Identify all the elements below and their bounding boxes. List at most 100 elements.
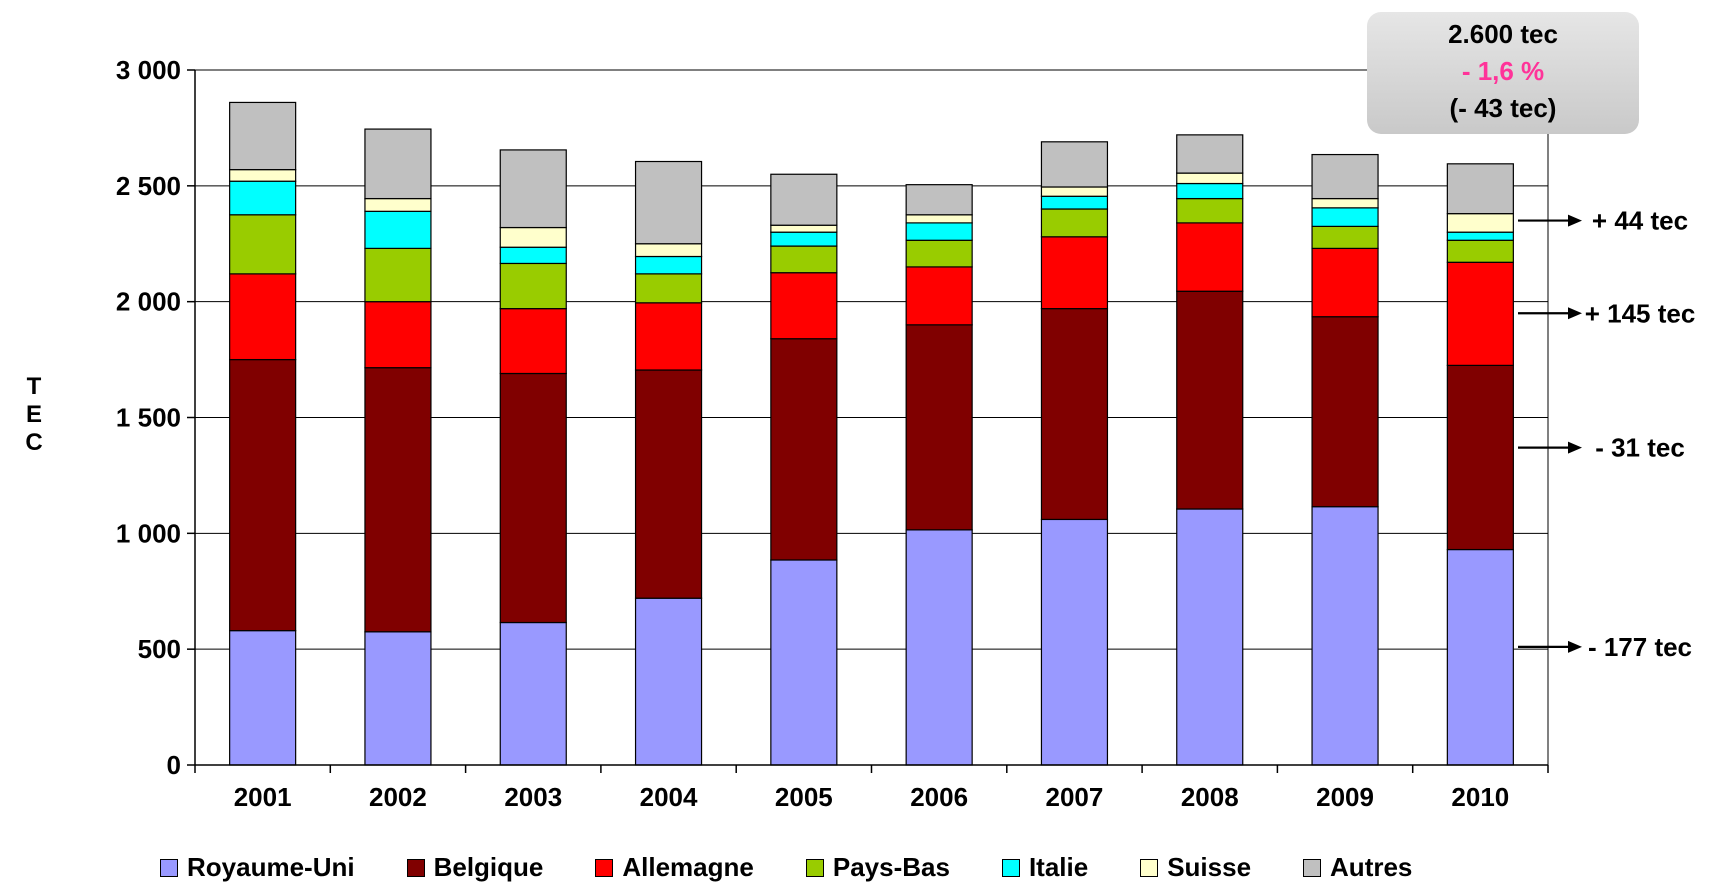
legend-item: Autres bbox=[1303, 852, 1412, 883]
bar-segment bbox=[499, 372, 567, 624]
bar-segment bbox=[1446, 213, 1514, 233]
x-tick-label: 2001 bbox=[234, 782, 292, 812]
legend-swatch bbox=[1303, 858, 1322, 877]
bar-segment bbox=[1311, 247, 1379, 318]
x-tick-label: 2007 bbox=[1046, 782, 1104, 812]
x-tick-label: 2008 bbox=[1181, 782, 1239, 812]
bar-segment bbox=[229, 180, 297, 216]
bar-segment bbox=[1176, 197, 1244, 224]
bar-segment bbox=[1311, 207, 1379, 227]
bar-segment bbox=[364, 210, 432, 249]
summary-callout: 2.600 tec - 1,6 % (- 43 tec) bbox=[1367, 12, 1639, 134]
legend: Royaume-Uni Belgique Allemagne Pays-Bas Ital… bbox=[160, 852, 1412, 883]
annotation-label: - 177 tec bbox=[1588, 632, 1692, 662]
legend-label: Autres bbox=[1330, 852, 1413, 882]
legend-item: Belgique bbox=[406, 852, 544, 883]
bar-segment bbox=[1176, 508, 1244, 766]
x-tick-labels: 2001 2002 2003 2004 2005 2006 2007 2008 2009 2010 bbox=[234, 782, 1510, 812]
bar-segment bbox=[634, 597, 703, 766]
bar-segment bbox=[1040, 308, 1109, 521]
x-tick-label: 2003 bbox=[504, 782, 562, 812]
bar-segment bbox=[1040, 141, 1109, 188]
x-tick-label: 2002 bbox=[369, 782, 427, 812]
y-tick-label: 500 bbox=[138, 634, 181, 664]
annotation-label: + 44 tec bbox=[1592, 206, 1688, 236]
bar-segment bbox=[1311, 225, 1379, 249]
bar-segment bbox=[1040, 186, 1109, 197]
legend-item: Pays-Bas bbox=[805, 852, 950, 883]
bar-segment bbox=[1311, 153, 1379, 200]
bar-segment bbox=[229, 358, 297, 632]
bar-segment bbox=[634, 255, 703, 275]
bar-segment bbox=[499, 226, 567, 248]
axes bbox=[187, 69, 1549, 773]
bar-segment bbox=[1446, 261, 1514, 366]
legend-item: Royaume-Uni bbox=[160, 852, 355, 883]
bar-segment bbox=[1311, 506, 1379, 766]
callout-percent: - 1,6 % bbox=[1461, 56, 1545, 86]
bar-segment bbox=[770, 173, 838, 226]
legend-item: Allemagne bbox=[595, 852, 754, 883]
legend-label: Allemagne bbox=[622, 852, 754, 882]
bar-segment bbox=[1446, 231, 1514, 241]
annotation-arrowhead bbox=[1568, 441, 1582, 454]
bar-segment bbox=[905, 266, 973, 326]
bar-segment bbox=[1176, 290, 1244, 510]
legend-swatch bbox=[160, 858, 178, 877]
x-tick-label: 2004 bbox=[640, 782, 698, 812]
bar-segment bbox=[905, 529, 973, 766]
bar-segment bbox=[499, 308, 567, 375]
y-tick-label: 0 bbox=[167, 750, 181, 780]
bar-segment bbox=[229, 273, 297, 361]
bar-segment bbox=[229, 630, 297, 766]
bar-segment bbox=[499, 262, 567, 310]
legend-label: Italie bbox=[1028, 852, 1089, 882]
bar-segment bbox=[364, 631, 432, 766]
x-tick-label: 2006 bbox=[910, 782, 968, 812]
bar-segment bbox=[1040, 236, 1109, 310]
y-axis-label-letter: C bbox=[25, 429, 42, 456]
bar-segment bbox=[1311, 197, 1379, 209]
bar-segment bbox=[770, 559, 838, 766]
callout-total: 2.600 tec bbox=[1448, 19, 1558, 49]
bar-segment bbox=[634, 160, 703, 245]
annotation-arrowhead bbox=[1568, 640, 1582, 653]
bar-segment bbox=[770, 272, 838, 340]
bar-segment bbox=[634, 369, 703, 599]
bar-segment bbox=[1311, 316, 1379, 508]
bar-segment bbox=[229, 214, 297, 275]
y-axis-label-letter: E bbox=[26, 401, 42, 428]
bar-segment bbox=[634, 243, 703, 258]
y-axis-label-letter: T bbox=[27, 373, 42, 400]
callout-delta: (- 43 tec) bbox=[1449, 93, 1557, 123]
y-tick-label: 2 500 bbox=[116, 171, 181, 201]
annotation-label: - 31 tec bbox=[1595, 433, 1685, 463]
bar-segment bbox=[1040, 208, 1109, 238]
bar-segment bbox=[1040, 518, 1109, 766]
bar-segment bbox=[1176, 134, 1244, 174]
x-tick-label: 2009 bbox=[1316, 782, 1374, 812]
legend-label: Belgique bbox=[433, 852, 544, 882]
legend-item: Italie bbox=[1001, 852, 1089, 883]
bar-segment bbox=[364, 128, 432, 200]
bar-segment bbox=[770, 245, 838, 274]
bar-segment bbox=[229, 169, 297, 182]
bar-segment bbox=[1446, 548, 1514, 766]
bar-segment bbox=[1446, 364, 1514, 551]
y-tick-label: 1 000 bbox=[116, 518, 181, 548]
x-tick-label: 2010 bbox=[1451, 782, 1509, 812]
annotations: + 44 tec + 145 tec - 31 tec - 177 tec bbox=[1518, 206, 1695, 662]
bar-segment bbox=[364, 301, 432, 369]
legend-swatch bbox=[595, 858, 614, 877]
bar-segment bbox=[905, 324, 973, 531]
legend-swatch bbox=[805, 858, 824, 877]
y-tick-label: 1 500 bbox=[116, 403, 181, 433]
bar-segment bbox=[770, 231, 838, 247]
bar-segment bbox=[634, 302, 703, 371]
legend-swatch bbox=[1140, 858, 1159, 877]
y-tick-label: 3 000 bbox=[116, 55, 181, 85]
legend-item: Suisse bbox=[1140, 852, 1251, 883]
bar-segment bbox=[905, 222, 973, 241]
